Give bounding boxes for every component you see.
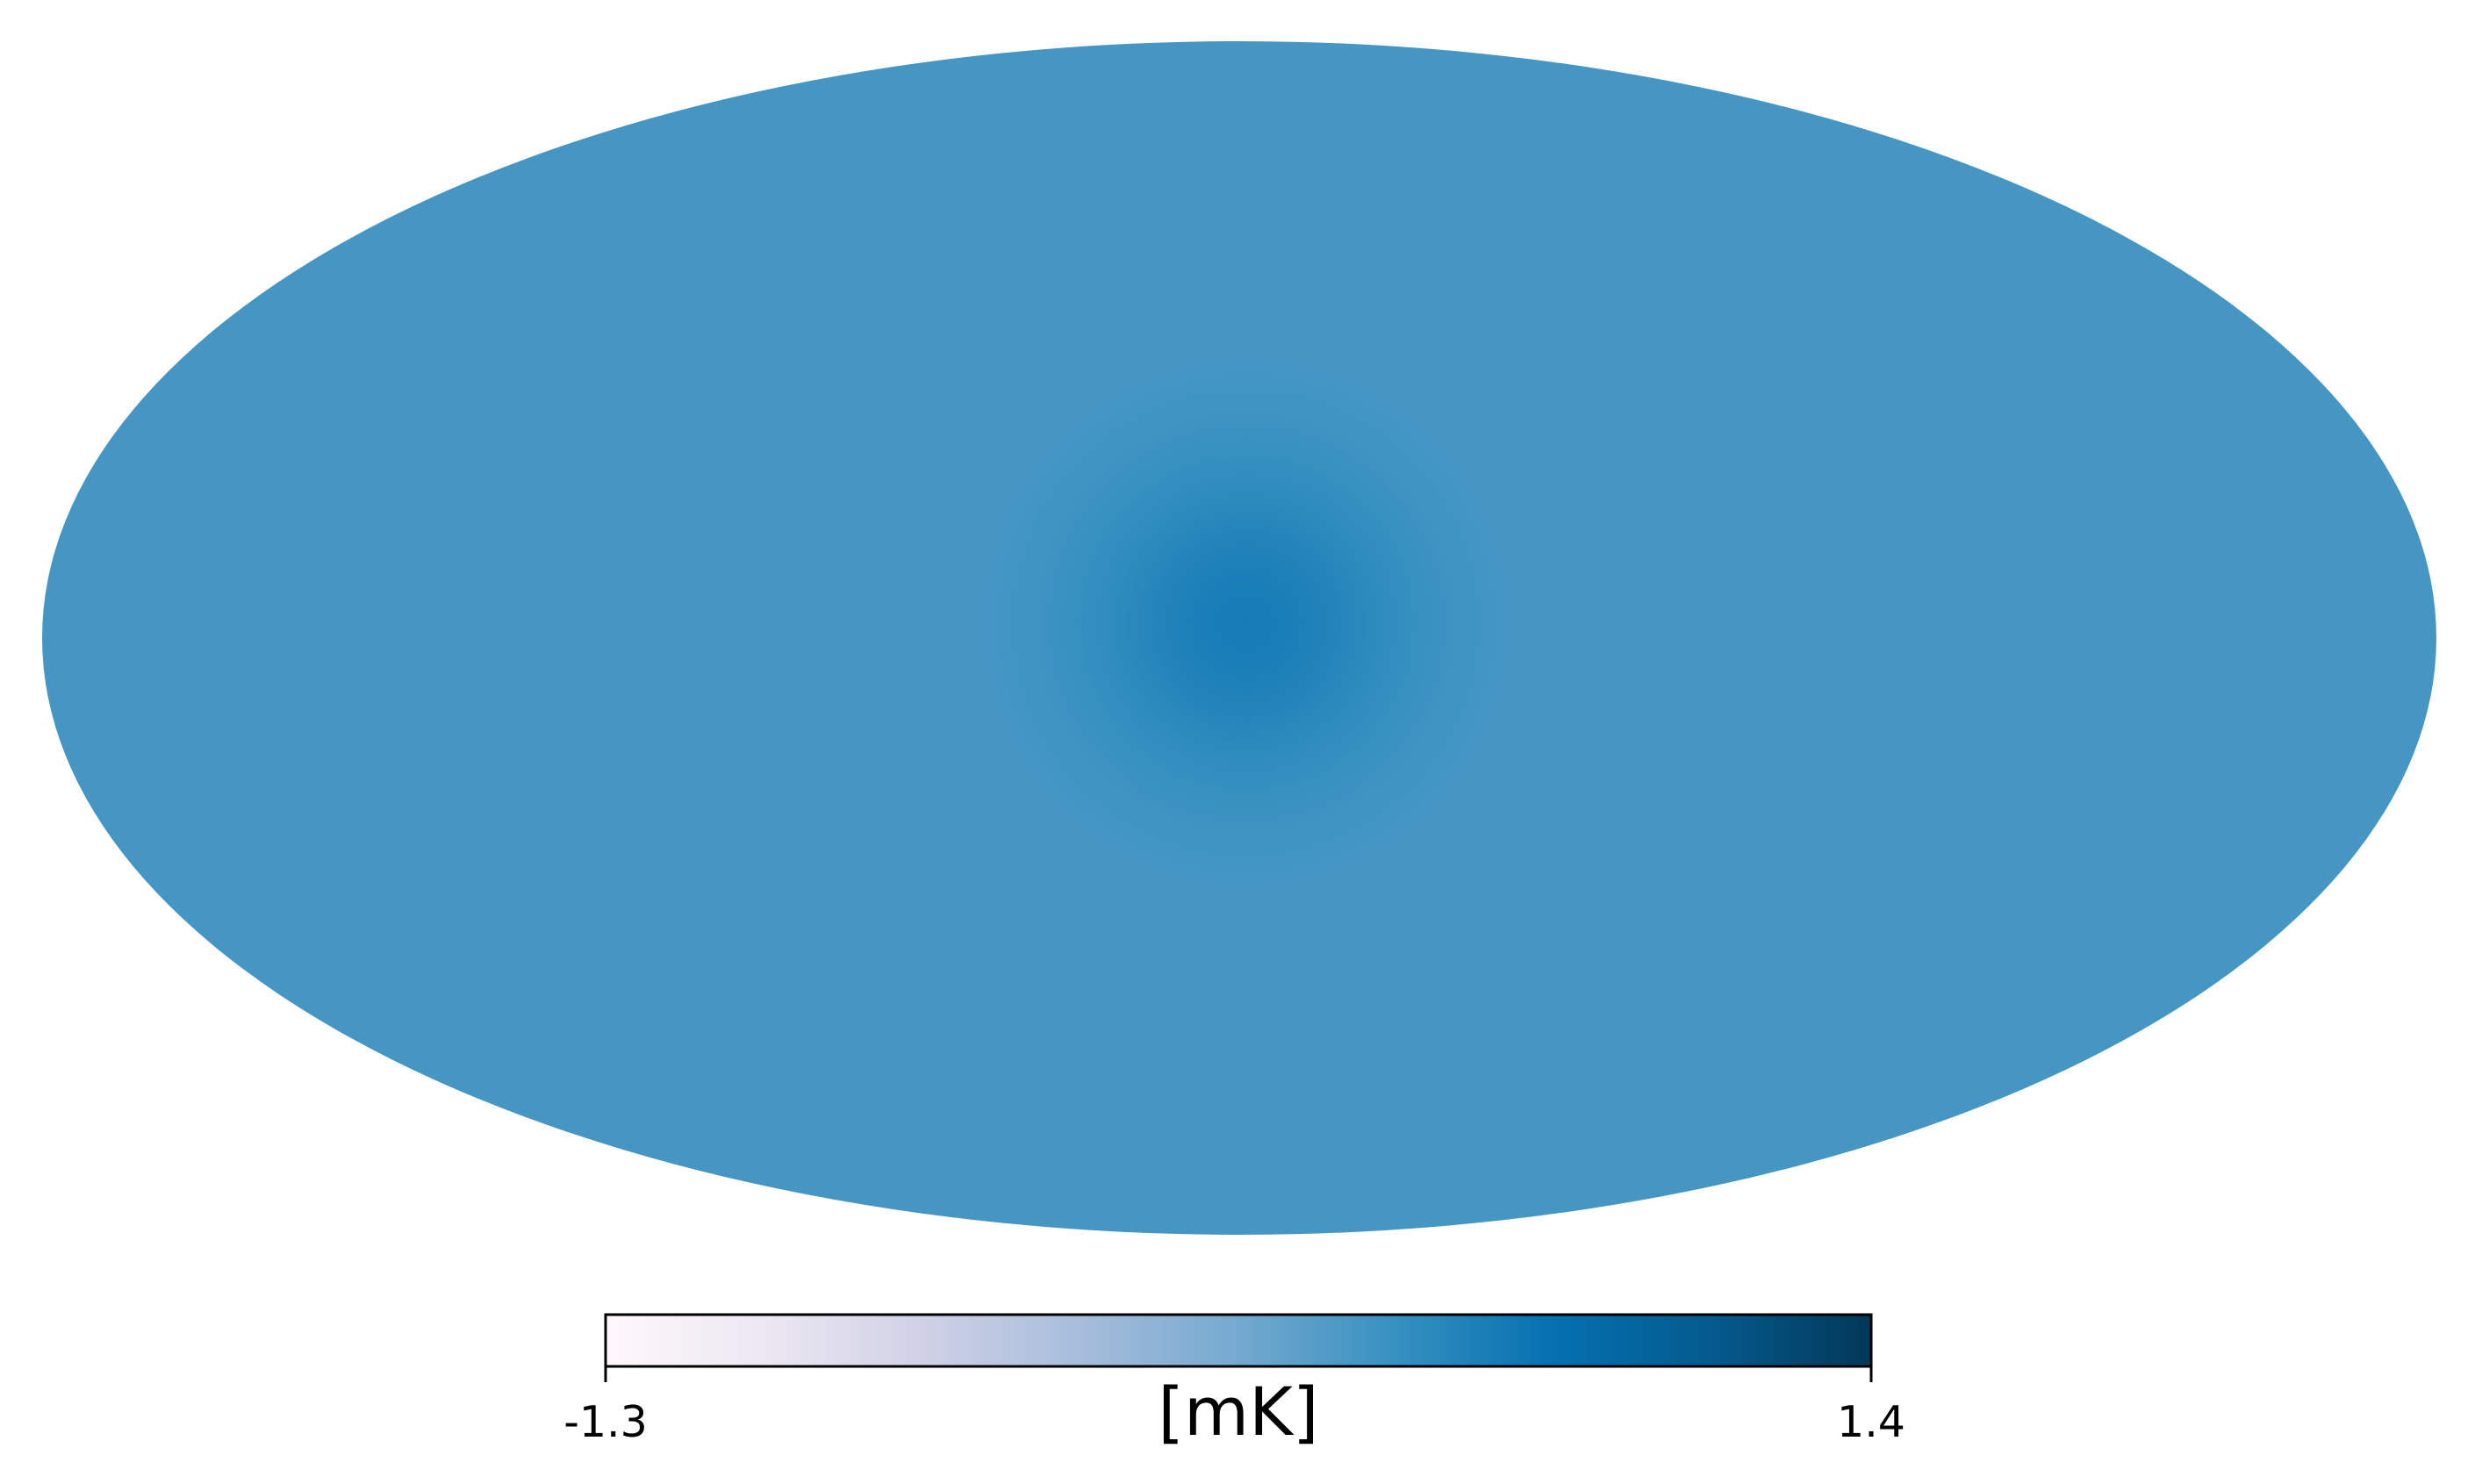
colorbar: -1.3 1.4 [mK] bbox=[563, 1313, 1905, 1451]
colorbar-max-label: 1.4 bbox=[1837, 1397, 1905, 1447]
colorbar-gradient-bar bbox=[604, 1313, 1873, 1368]
sky-map bbox=[42, 41, 2436, 1235]
sky-map-hotspot bbox=[974, 351, 1518, 895]
colorbar-unit-label: [mK] bbox=[1158, 1373, 1318, 1451]
colorbar-min-label: -1.3 bbox=[563, 1397, 648, 1447]
